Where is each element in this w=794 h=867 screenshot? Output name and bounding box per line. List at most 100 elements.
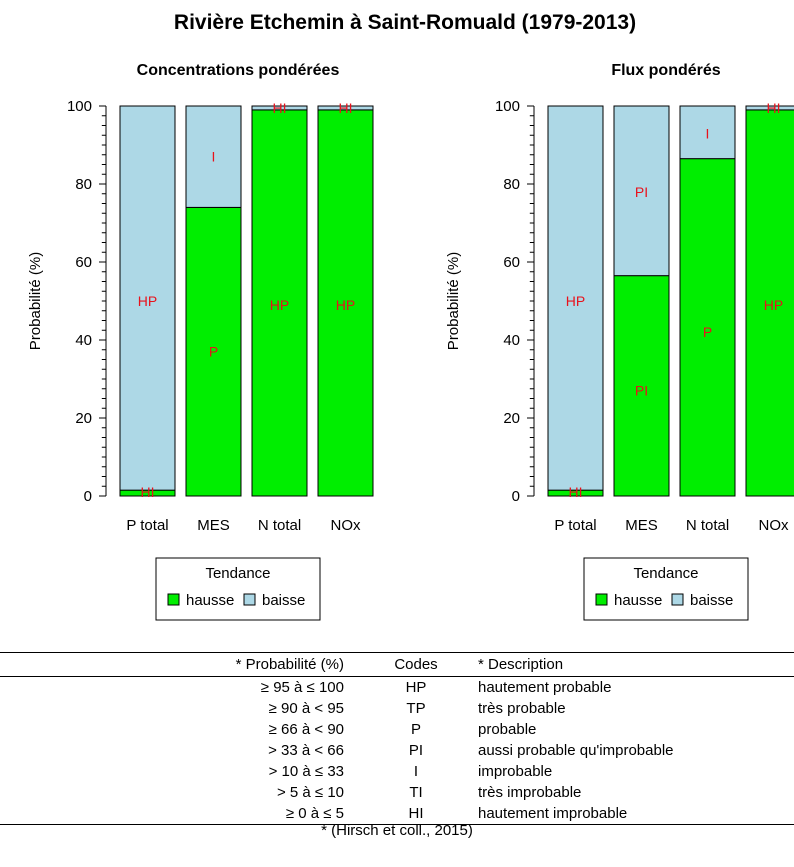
legend-swatch-hausse [595, 593, 608, 606]
legend-box [583, 557, 749, 621]
table-row: > 33 à < 66 PI aussi probable qu'improba… [0, 740, 794, 761]
legend-swatch-baisse [671, 593, 684, 606]
code-label: HI [141, 484, 155, 500]
y-tick-label: 100 [495, 98, 520, 115]
x-tick-label: P total [126, 517, 168, 534]
bar-hausse [317, 109, 374, 497]
y-tick-label: 60 [75, 254, 92, 271]
x-tick-label: N total [686, 517, 729, 534]
code-label: PI [635, 184, 648, 200]
code-label: I [212, 149, 216, 165]
bar-hausse [251, 109, 308, 497]
chart-figure: Rivière Etchemin à Saint-Romuald (1979-2… [27, 11, 794, 621]
bar-baisse [185, 105, 242, 208]
code-label: PI [635, 383, 648, 399]
y-axis-label: Probabilité (%) [445, 252, 462, 350]
cell-probabilite: ≥ 66 à < 90 [268, 721, 344, 738]
cell-probabilite: > 10 à ≤ 33 [268, 763, 344, 780]
bar-baisse [119, 105, 176, 491]
cell-code: PI [408, 742, 424, 759]
legend-title: Tendance [633, 565, 698, 582]
panel-flux: Flux pondérés 0 20 40 60 80 100 Probabilité (%)… [445, 62, 794, 621]
bar-baisse [547, 105, 604, 491]
y-tick-label: 20 [75, 410, 92, 427]
cell-code: HP [405, 679, 427, 696]
code-label: I [706, 125, 710, 141]
cell-description: hautement improbable [464, 803, 794, 825]
panel-title: Flux pondérés [611, 62, 720, 79]
bar-hausse [613, 275, 670, 497]
panel-title: Concentrations pondérées [137, 62, 340, 79]
legend-label-baisse: baisse [262, 592, 305, 609]
table-row: ≥ 0 à ≤ 5 HI hautement improbable [0, 803, 794, 825]
header-codes: Codes [368, 652, 464, 677]
panel-concentrations: Concentrations pondérées 0 20 40 60 80 100 Prob… [27, 62, 374, 621]
legend-label-hausse: hausse [186, 592, 234, 609]
table-row: > 10 à ≤ 33 I improbable [0, 761, 794, 782]
table-row: ≥ 95 à ≤ 100 HP hautement probable [0, 677, 794, 699]
cell-probabilite: ≥ 0 à ≤ 5 [0, 803, 368, 825]
cell-description: très probable [478, 700, 566, 717]
header-probabilite: * Probabilité (%) [0, 652, 368, 677]
code-label: P [209, 344, 218, 360]
y-tick-label: 80 [503, 176, 520, 193]
code-label: HP [270, 297, 289, 313]
legend-label-hausse: hausse [614, 592, 662, 609]
x-tick-label: NOx [331, 517, 362, 534]
code-label: HP [764, 297, 783, 313]
x-tick-label: NOx [759, 517, 790, 534]
code-label: HI [767, 100, 781, 116]
cell-probabilite: ≥ 90 à < 95 [268, 700, 344, 717]
code-label: HI [339, 100, 353, 116]
code-label: HP [566, 293, 585, 309]
table-row: ≥ 90 à < 95 TP très probable [0, 698, 794, 719]
legend-label-baisse: baisse [690, 592, 733, 609]
table-row: > 5 à ≤ 10 TI très improbable [0, 782, 794, 803]
bar-baisse [251, 105, 308, 111]
y-tick-label: 40 [75, 332, 92, 349]
bar-hausse [679, 158, 736, 497]
cell-description: très improbable [478, 784, 582, 801]
bar-hausse [185, 206, 242, 497]
bar-baisse [317, 105, 374, 111]
y-axis-label: Probabilité (%) [27, 252, 44, 350]
legend-swatch-hausse [167, 593, 180, 606]
bar-baisse [613, 105, 670, 277]
cell-description: hautement probable [478, 679, 612, 696]
cell-probabilite: > 33 à < 66 [268, 742, 344, 759]
table-row: ≥ 66 à < 90 P probable [0, 719, 794, 740]
cell-description: aussi probable qu'improbable [478, 742, 674, 759]
table-header-row: * Probabilité (%) Codes * Description [0, 652, 794, 677]
cell-code: HI [368, 803, 464, 825]
x-tick-label: N total [258, 517, 301, 534]
bar-baisse [679, 105, 736, 160]
cell-code: TI [409, 784, 423, 801]
code-label: HI [569, 484, 583, 500]
y-tick-label: 0 [84, 488, 92, 505]
y-tick-label: 60 [503, 254, 520, 271]
source-note: * (Hirsch et coll., 2015) [321, 822, 473, 839]
codes-table: * Probabilité (%) Codes * Description ≥ … [0, 652, 794, 825]
legend-title: Tendance [205, 565, 270, 582]
legend-swatch-baisse [243, 593, 256, 606]
code-label: HI [273, 100, 287, 116]
cell-code: I [413, 763, 419, 780]
legend-box [155, 557, 321, 621]
code-label: P [703, 324, 712, 340]
x-tick-label: P total [554, 517, 596, 534]
y-tick-label: 40 [503, 332, 520, 349]
x-tick-label: MES [197, 517, 230, 534]
cell-probabilite: > 5 à ≤ 10 [276, 784, 344, 801]
header-description: * Description [464, 652, 794, 677]
code-label: HP [138, 293, 157, 309]
cell-description: probable [478, 721, 537, 738]
cell-code: P [410, 721, 421, 738]
main-title: Rivière Etchemin à Saint-Romuald (1979-2… [174, 11, 636, 34]
y-tick-label: 20 [503, 410, 520, 427]
x-tick-label: MES [625, 517, 658, 534]
cell-code: TP [406, 700, 426, 717]
bar-hausse [745, 109, 794, 497]
bar-baisse [745, 105, 794, 111]
cell-probabilite: ≥ 95 à ≤ 100 [260, 679, 344, 696]
cell-description: improbable [478, 763, 553, 780]
